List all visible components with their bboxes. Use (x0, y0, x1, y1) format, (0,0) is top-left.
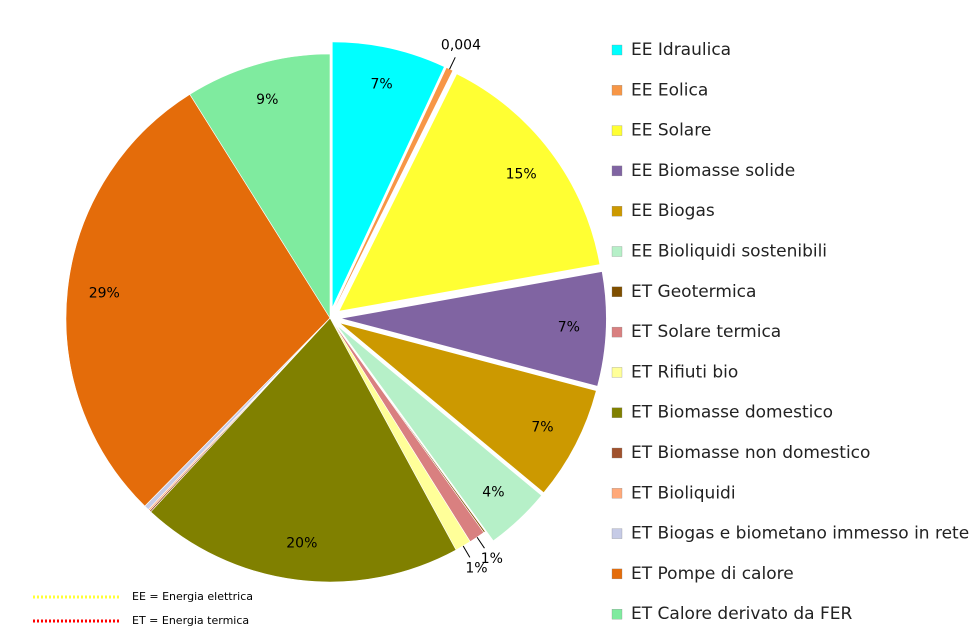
pie-slice (341, 271, 606, 386)
note-text: EE = Energia elettrica (132, 590, 253, 603)
legend-label: ET Biomasse domestico (631, 403, 833, 423)
pie-slice (340, 323, 596, 493)
data-label: 7% (371, 77, 393, 93)
data-label: 1% (465, 561, 487, 577)
leader-line (476, 536, 485, 549)
data-label: 20% (286, 535, 317, 551)
legend-swatch (611, 447, 623, 459)
legend-label: ET Solare termica (631, 322, 781, 342)
pie-slice (339, 74, 600, 311)
data-label: 9% (256, 92, 278, 108)
data-label: 7% (531, 420, 553, 436)
pie-slice (150, 317, 457, 583)
legend-label: ET Pompe di calore (631, 564, 794, 584)
note-text: ET = Energia termica (132, 614, 249, 627)
legend-swatch (611, 367, 623, 378)
legend-label: ET Rifiuti bio (631, 362, 738, 382)
legend-swatch (611, 568, 623, 580)
legend-label: ET Biomasse non domestico (631, 443, 870, 463)
legend-swatch (611, 44, 623, 56)
data-label: 15% (506, 167, 537, 183)
legend-swatch (611, 326, 623, 338)
pie-slice (65, 93, 331, 507)
data-label: 29% (89, 285, 120, 301)
leader-line (449, 57, 456, 70)
legend-label: EE Bioliquidi sostenibili (631, 242, 827, 262)
legend-label: EE Biogas (631, 201, 715, 221)
legend-label: EE Biomasse solide (631, 161, 795, 181)
pie-slice (338, 326, 542, 541)
legend-swatch (611, 85, 623, 96)
legend-label: EE Idraulica (631, 40, 731, 60)
legend-swatch (611, 206, 623, 217)
data-label: 4% (482, 484, 504, 500)
legend-swatch (611, 125, 623, 136)
legend-label: ET Calore derivato da FER (631, 604, 852, 624)
legend-label: ET Geotermica (631, 282, 756, 302)
legend-swatch (611, 286, 623, 297)
legend-swatch (611, 528, 623, 539)
pie-slice (189, 53, 331, 320)
legend-label: EE Eolica (631, 80, 708, 100)
leader-line (462, 545, 471, 558)
legend-swatch (611, 488, 623, 499)
data-label: 1% (481, 551, 503, 567)
data-label: 7% (558, 320, 580, 336)
data-label: 0,004 (441, 37, 481, 53)
legend-swatch (611, 165, 623, 177)
pie-slice (332, 42, 444, 307)
pie-slice (335, 67, 453, 308)
legend-swatch (611, 246, 623, 257)
legend-swatch (611, 609, 623, 620)
legend-label: EE Solare (631, 121, 711, 141)
legend-label: ET Bioliquidi (631, 483, 736, 503)
legend-swatch (611, 407, 623, 418)
legend-label: ET Biogas e biometano immesso in rete (631, 524, 969, 544)
